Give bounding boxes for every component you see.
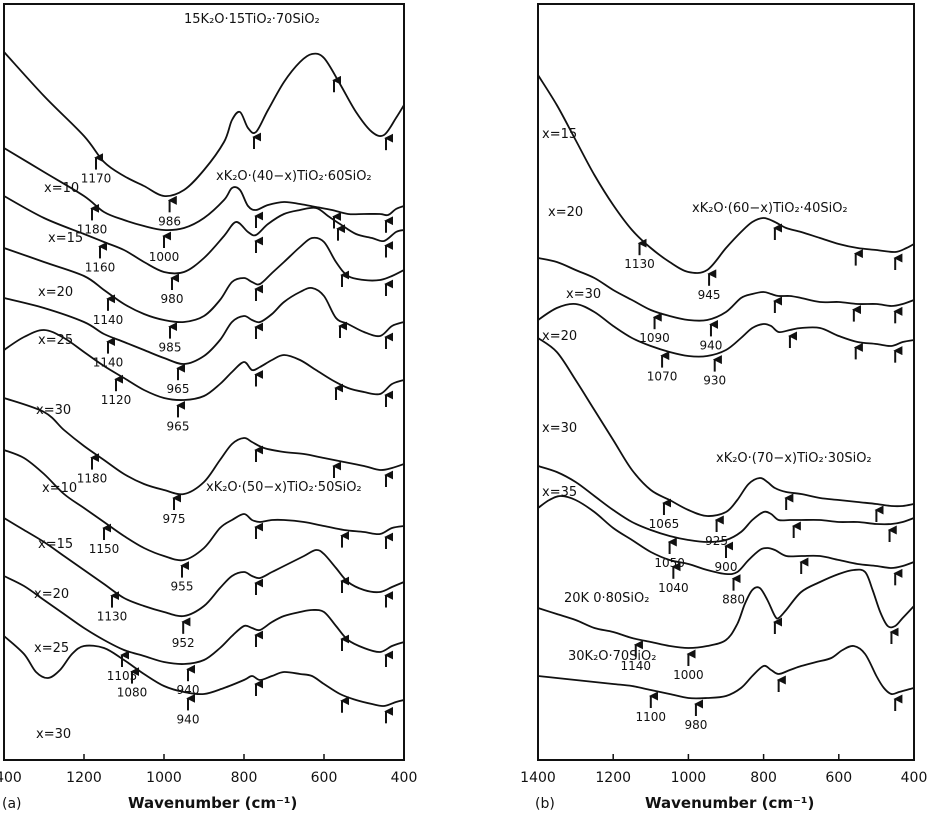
band-label: 1180 [77,472,108,486]
series-label: 20K 0·80SiO₂ [564,591,649,606]
spectrum-line [3,286,405,365]
group-title-b-0: xK₂O·(60−x)TiO₂·40SiO₂ [692,201,848,216]
series-label: x=25 [38,333,73,348]
band-label: 900 [715,560,738,574]
band-label: 1140 [93,356,124,370]
series-label: x=15 [38,537,73,552]
series-label: x=25 [34,641,69,656]
series-label: x=30 [542,421,577,436]
panel-a-xlabel: Wavenumber (cm⁻¹) [128,794,297,812]
spectrum-line [537,74,915,274]
x-tick-label: 800 [231,770,258,786]
spectrum-line [537,568,915,649]
band-label: 986 [158,214,181,228]
band-label: 1040 [658,581,689,595]
group-title-a-0: 15K₂O·15TiO₂·70SiO₂ [184,12,320,27]
group-title-b-1: xK₂O·(70−x)TiO₂·30SiO₂ [716,451,872,466]
series-label: x=30 [36,403,71,418]
x-tick-label: 800 [750,770,777,786]
series-label: x=20 [38,285,73,300]
series-label: x=20 [34,587,69,602]
group-title-a-1: xK₂O·(40−x)TiO₂·60SiO₂ [216,169,372,184]
spectrum-line [537,337,915,517]
band-label: 1150 [89,542,120,556]
series-label: x=20 [542,329,577,344]
series-label: x=10 [42,481,77,496]
panel-a-plot: 1400120010008006004001170986x=1011801000… [0,51,418,786]
spectrum-line [3,449,405,562]
spectrum-line [537,495,915,576]
spectrum-line [537,302,915,358]
band-label: 1140 [620,659,651,673]
series-label: x=10 [44,181,79,196]
band-label: 1170 [81,172,112,186]
band-label: 1105 [107,669,138,683]
x-tick-label: 600 [825,770,852,786]
spectrum-line [537,257,915,322]
spectrum-line [3,147,405,231]
band-label: 930 [703,374,726,388]
band-label: 1130 [624,257,655,271]
band-label: 945 [698,288,721,302]
band-label: 1080 [117,686,148,700]
x-tick-label: 1000 [671,770,707,786]
band-label: 1070 [647,370,678,384]
x-tick-label: 1200 [595,770,631,786]
series-label: x=30 [566,287,601,302]
x-tick-label: 600 [311,770,338,786]
band-label: 975 [163,512,186,526]
x-tick-label: 400 [901,770,928,786]
band-label: 1140 [93,313,124,327]
x-tick-label: 1400 [0,770,22,786]
band-label: 940 [177,712,200,726]
x-tick-label: 1200 [66,770,102,786]
group-title-a-2: xK₂O·(50−x)TiO₂·50SiO₂ [206,480,362,495]
spectrum-line [3,195,405,275]
band-label: 1000 [673,668,704,682]
band-label: 955 [171,580,194,594]
band-label: 1160 [85,260,116,274]
spectrum-line [537,465,915,543]
panel-b-label: (b) [535,796,555,812]
band-label: 880 [722,593,745,607]
series-label: x=15 [542,127,577,142]
band-label: 985 [159,341,182,355]
x-tick-label: 1000 [146,770,182,786]
band-label: 940 [700,338,723,352]
panel-a-frame [3,3,405,761]
band-label: 965 [167,419,190,433]
panel-b-plot: 1400 1200 1000 800 600 400 x=15 1130 945 x=20 1090… [520,74,928,786]
panel-a-label: (a) [2,796,22,812]
spectrum-line [3,329,405,401]
band-label: 1065 [649,517,680,531]
series-label: 30K₂O·70SiO₂ [568,649,657,664]
series-label: x=15 [48,231,83,246]
spectrum-line [3,51,405,198]
band-label: 980 [684,718,707,732]
x-tick-label: 1400 [520,770,556,786]
panel-b-xlabel: Wavenumber (cm⁻¹) [645,794,814,812]
x-tick-label: 400 [391,770,418,786]
band-label: 1130 [97,610,128,624]
series-label: x=30 [36,727,71,742]
band-label: 980 [161,292,184,306]
band-label: 965 [167,382,190,396]
band-label: 1100 [636,710,667,724]
band-label: 940 [177,683,200,697]
band-label: 1000 [149,250,180,264]
spectrum-line [3,236,405,324]
spectrum-line [537,644,915,700]
band-label: 1090 [639,331,670,345]
series-label: x=20 [548,205,583,220]
series-label: x=35 [542,485,577,500]
band-label: 952 [172,636,195,650]
band-label: 1120 [101,393,132,407]
band-label: 1180 [77,222,108,236]
panel-b-frame [537,3,915,761]
